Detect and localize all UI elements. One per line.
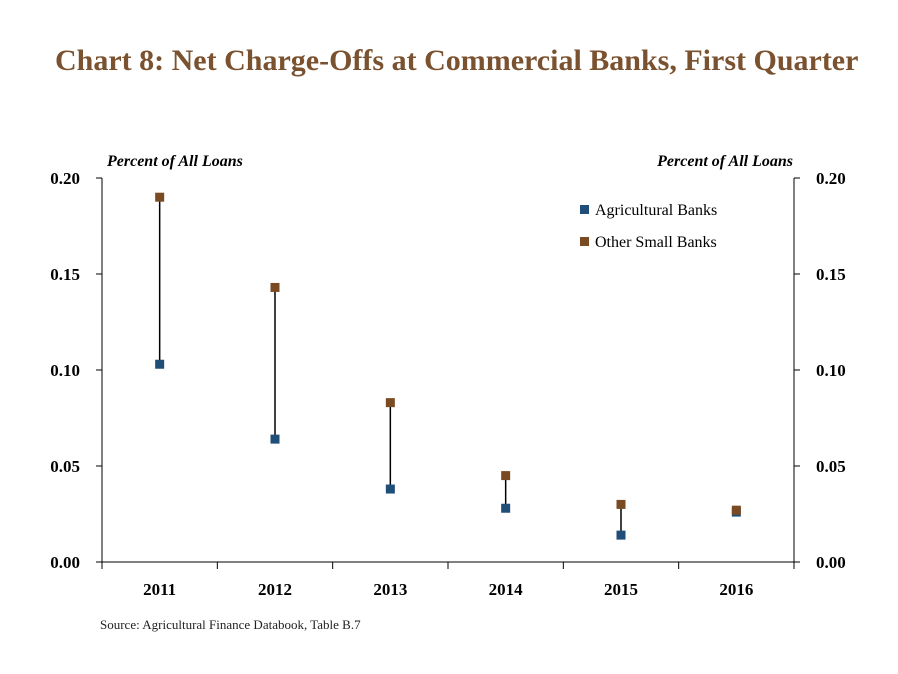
other-small-banks-point <box>155 192 165 202</box>
chart-title: Chart 8: Net Charge-Offs at Commercial B… <box>55 44 859 77</box>
x-tick-label: 2015 <box>604 580 638 599</box>
legend-label-agricultural: Agricultural Banks <box>595 202 717 219</box>
other-small-banks-point <box>731 505 741 515</box>
other-small-banks-point <box>616 499 626 509</box>
agricultural-banks-point <box>501 503 511 513</box>
markers <box>155 192 741 540</box>
y-axis-label-right: Percent of All Loans <box>656 153 793 170</box>
agricultural-banks-point <box>616 530 626 540</box>
x-tick-label: 2013 <box>373 580 407 599</box>
agricultural-banks-point <box>155 359 165 369</box>
agricultural-banks-point <box>270 434 280 444</box>
other-small-banks-point <box>385 398 395 408</box>
legend-swatch-agricultural <box>580 205 589 214</box>
agricultural-banks-point <box>385 484 395 494</box>
other-small-banks-point <box>501 471 511 481</box>
x-tick-label: 2012 <box>258 580 292 599</box>
x-tick-label: 2014 <box>489 580 524 599</box>
y-tick-label-left: 0.00 <box>50 553 80 572</box>
y-tick-label-right: 0.05 <box>816 457 846 476</box>
x-tick-label: 2011 <box>143 580 176 599</box>
source-note: Source: Agricultural Finance Databook, T… <box>100 617 361 632</box>
y-tick-label-right: 0.10 <box>816 361 846 380</box>
axes: 0.00 0.00 0.05 0.05 0.10 0.10 0.15 0.15 0.20 0.20… <box>50 153 846 599</box>
y-axis-label-left: Percent of All Loans <box>106 153 243 170</box>
legend-label-other-small: Other Small Banks <box>595 234 717 251</box>
y-tick-label-right: 0.00 <box>816 553 846 572</box>
legend: Agricultural Banks Other Small Banks <box>580 202 717 251</box>
connectors <box>158 197 738 536</box>
y-tick-label-right: 0.15 <box>816 265 846 284</box>
y-tick-label-left: 0.10 <box>50 361 80 380</box>
y-tick-label-left: 0.20 <box>50 169 80 188</box>
y-tick-label-right: 0.20 <box>816 169 846 188</box>
y-tick-label-left: 0.15 <box>50 265 80 284</box>
y-tick-label-left: 0.05 <box>50 457 80 476</box>
x-tick-label: 2016 <box>719 580 753 599</box>
legend-swatch-other-small <box>580 237 589 246</box>
other-small-banks-point <box>270 282 280 292</box>
